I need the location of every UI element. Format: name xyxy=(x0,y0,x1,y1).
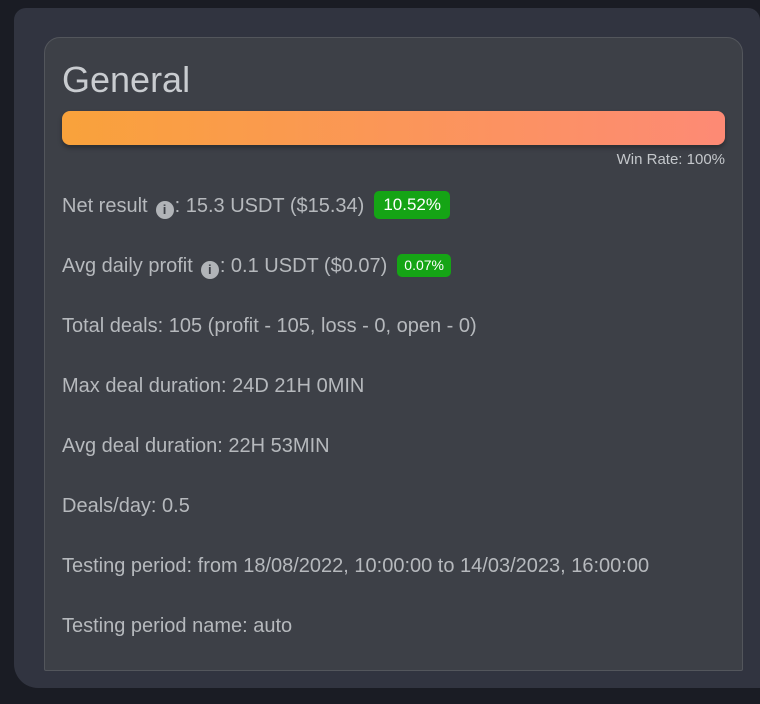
stat-deals-per-day: Deals/day: 0.5 xyxy=(62,495,190,517)
avg-daily-profit-label: Avg daily profit xyxy=(62,255,193,277)
stat-avg-daily-profit: Avg daily profit i: 0.1 USDT ($0.07) 0.07% xyxy=(62,248,725,284)
net-result-label: Net result xyxy=(62,195,148,217)
net-result-value: : 15.3 USDT ($15.34) xyxy=(174,195,365,217)
avg-daily-profit-value: : 0.1 USDT ($0.07) xyxy=(219,255,388,277)
card-title: General xyxy=(62,59,191,100)
win-rate-bar xyxy=(62,111,725,145)
stat-testing-period: Testing period: from 18/08/2022, 10:00:0… xyxy=(62,555,650,577)
info-icon[interactable]: i xyxy=(200,261,219,279)
avg-daily-profit-badge: 0.07% xyxy=(397,254,451,277)
stat-total-deals: Total deals: 105 (profit - 105, loss - 0… xyxy=(62,315,477,337)
info-icon[interactable]: i xyxy=(155,201,174,219)
stat-max-deal-duration: Max deal duration: 24D 21H 0MIN xyxy=(62,375,365,397)
page-surface: General Win Rate: 100% Net result i: 15.3… xyxy=(14,8,760,688)
win-rate-label: Win Rate: 100% xyxy=(616,151,725,168)
stat-testing-period-name: Testing period name: auto xyxy=(62,615,293,637)
stats-list: Net result i: 15.3 USDT ($15.34) 10.52% Av… xyxy=(62,188,725,644)
stat-net-result: Net result i: 15.3 USDT ($15.34) 10.52% xyxy=(62,188,725,224)
stat-avg-deal-duration: Avg deal duration: 22H 53MIN xyxy=(62,435,330,457)
general-stats-card: General Win Rate: 100% Net result i: 15.3… xyxy=(44,37,743,671)
net-result-badge: 10.52% xyxy=(374,191,450,219)
